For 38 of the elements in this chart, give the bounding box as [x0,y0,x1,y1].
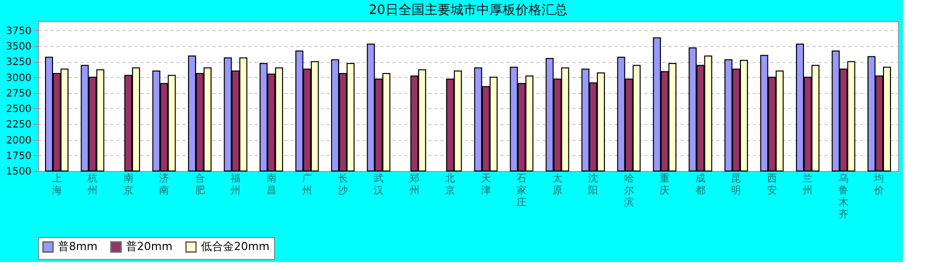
x-tick-label: 广州 [302,172,312,196]
x-tick-label: 均价 [873,172,884,196]
x-tick-label: 乌鲁木齐 [838,172,848,220]
x-tick-label: 重庆 [660,172,670,196]
x-tick-label: 北京 [445,172,456,196]
x-tick-label: 杭州 [86,172,98,196]
y-tick-label: 3500 [6,42,32,52]
x-tick-label: 兰州 [802,172,813,196]
y-tick-label: 2750 [6,88,32,100]
y-tick-label: 1750 [6,150,32,162]
x-tick-label: 昆明 [731,174,742,196]
y-tick-label: 2000 [6,135,32,146]
y-tick-label: 3750 [6,26,32,37]
x-tick-label: 合肥 [194,172,205,196]
legend-label: 普8mm [58,240,98,253]
x-tick-label: 成都 [695,172,706,196]
x-tick-label: 武汉 [374,172,384,196]
x-tick-label: 南京 [123,172,134,196]
x-tick-label: 长沙 [338,172,348,196]
legend-label: 低合金20mm [201,240,270,253]
x-tick-label: 上海 [52,172,62,196]
y-tick-label: 2500 [6,104,32,115]
chart-title: 20日全国主要城市中厚板价格汇总 [368,2,568,18]
x-tick-label: 济南 [159,172,170,196]
y-tick-label: 1500 [6,166,32,178]
x-tick-label: 福州 [230,172,241,196]
x-tick-label: 郑州 [409,172,420,196]
y-tick-label: 3250 [6,57,32,68]
x-tick-label: 哈尔滨 [624,172,634,208]
legend-label: 普20mm [126,240,172,253]
x-tick-label: 西安 [766,174,777,196]
x-tick-label: 天津 [480,174,491,196]
x-tick-label: 石家庄 [516,174,527,208]
x-tick-label: 沈阳 [588,172,598,196]
x-tick-label: 南昌 [266,172,276,196]
x-tick-label: 太原 [552,172,562,196]
y-tick-label: 3000 [6,72,32,84]
y-tick-label: 2250 [6,120,32,131]
